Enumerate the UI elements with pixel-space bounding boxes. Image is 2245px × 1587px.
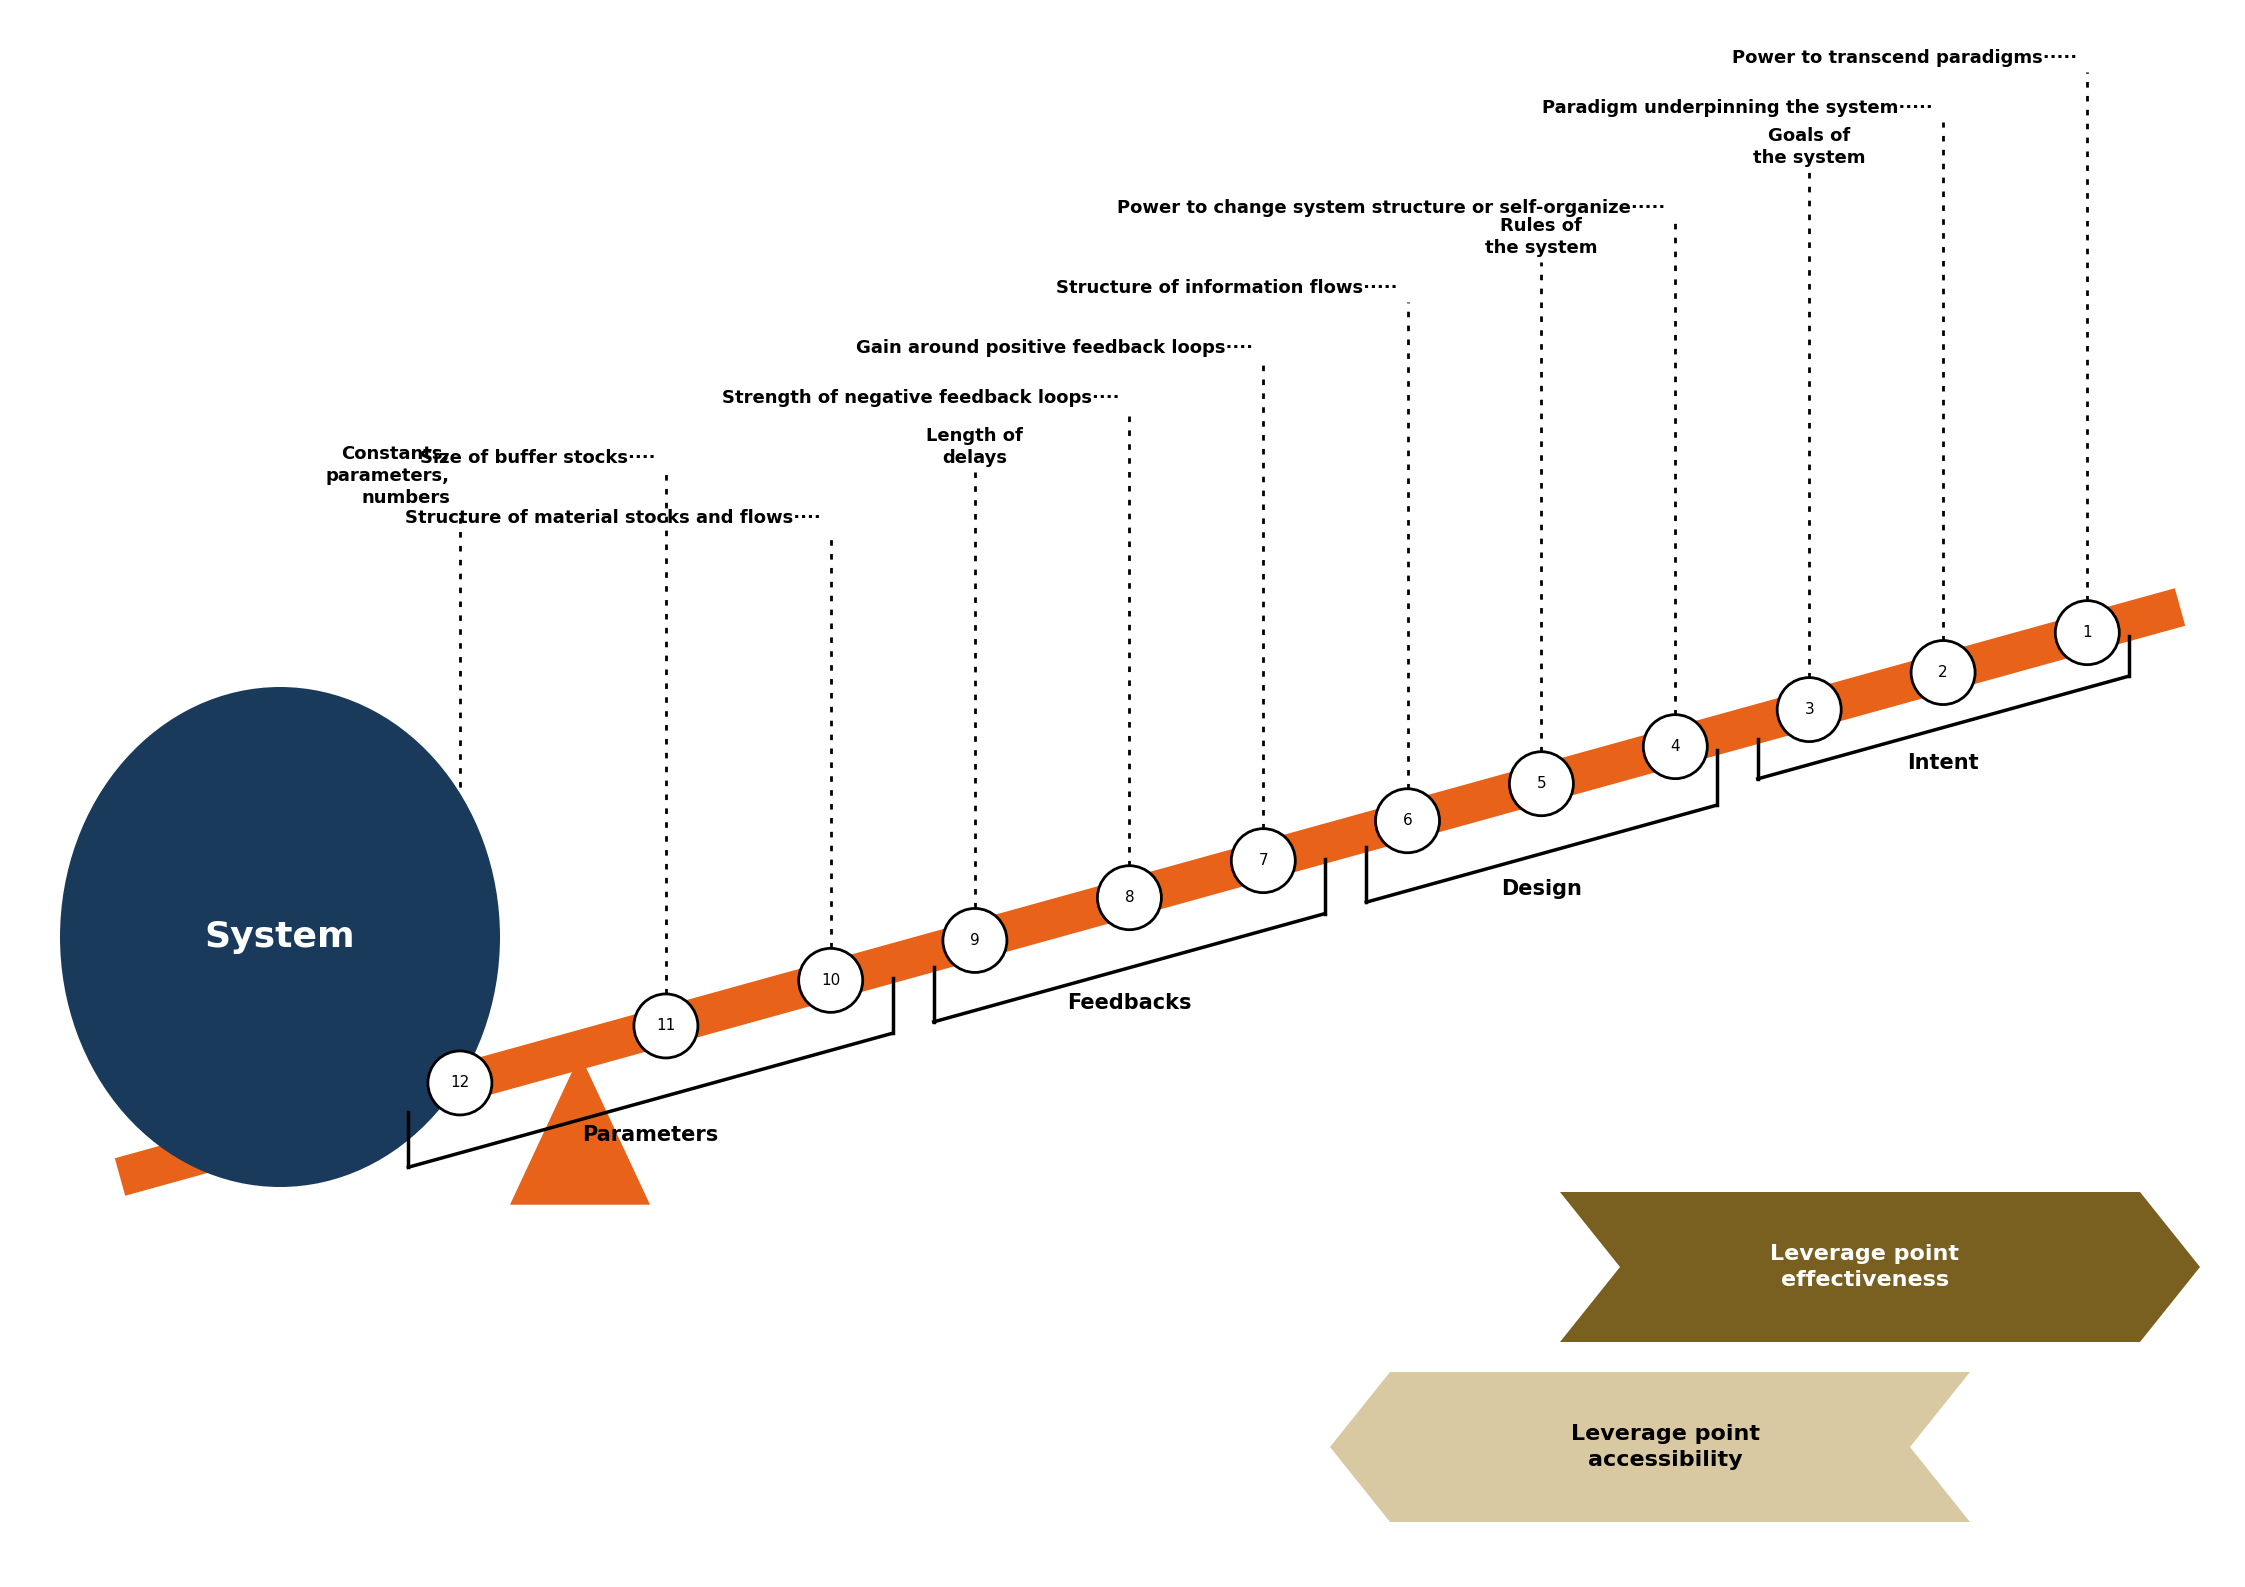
Ellipse shape xyxy=(61,687,501,1187)
Circle shape xyxy=(1098,865,1161,930)
Text: Size of buffer stocks····: Size of buffer stocks···· xyxy=(420,449,656,467)
Text: Rules of
the system: Rules of the system xyxy=(1486,217,1598,257)
Text: 10: 10 xyxy=(822,973,840,987)
Text: Structure of information flows·····: Structure of information flows····· xyxy=(1055,279,1396,297)
Text: 11: 11 xyxy=(656,1019,676,1033)
Text: Structure of material stocks and flows····: Structure of material stocks and flows··… xyxy=(404,509,822,527)
Circle shape xyxy=(2056,600,2119,665)
Text: Leverage point
effectiveness: Leverage point effectiveness xyxy=(1771,1244,1960,1290)
Text: Feedbacks: Feedbacks xyxy=(1066,993,1192,1013)
Text: 9: 9 xyxy=(970,933,979,947)
Polygon shape xyxy=(1329,1373,1971,1522)
Text: Strength of negative feedback loops····: Strength of negative feedback loops···· xyxy=(723,389,1120,406)
Text: 8: 8 xyxy=(1125,890,1134,905)
Circle shape xyxy=(943,908,1008,973)
Text: 12: 12 xyxy=(451,1076,469,1090)
Text: 7: 7 xyxy=(1259,854,1268,868)
Text: Length of
delays: Length of delays xyxy=(927,427,1024,467)
Text: 3: 3 xyxy=(1805,701,1814,717)
Circle shape xyxy=(1230,828,1295,892)
Text: Parameters: Parameters xyxy=(581,1125,718,1146)
Text: Constants,
parameters,
numbers: Constants, parameters, numbers xyxy=(326,444,449,506)
Text: Leverage point
accessibility: Leverage point accessibility xyxy=(1572,1424,1760,1470)
Circle shape xyxy=(799,949,862,1013)
Text: 6: 6 xyxy=(1403,813,1412,828)
Text: Power to change system structure or self-organize·····: Power to change system structure or self… xyxy=(1118,198,1666,217)
Text: 5: 5 xyxy=(1536,776,1547,792)
Circle shape xyxy=(1509,752,1574,816)
Text: Design: Design xyxy=(1502,879,1583,898)
Text: 4: 4 xyxy=(1670,740,1679,754)
Circle shape xyxy=(1376,789,1439,852)
Polygon shape xyxy=(510,1055,651,1205)
Text: Paradigm underpinning the system·····: Paradigm underpinning the system····· xyxy=(1542,98,1933,117)
Text: Goals of
the system: Goals of the system xyxy=(1753,127,1866,167)
Text: Gain around positive feedback loops····: Gain around positive feedback loops···· xyxy=(855,340,1253,357)
Circle shape xyxy=(633,993,698,1059)
Text: Intent: Intent xyxy=(1908,752,1978,773)
Text: Power to transcend paradigms·····: Power to transcend paradigms····· xyxy=(1733,49,2077,67)
Circle shape xyxy=(429,1051,492,1116)
Text: 1: 1 xyxy=(2083,625,2092,640)
Circle shape xyxy=(1778,678,1841,741)
Text: 2: 2 xyxy=(1937,665,1949,681)
Text: System: System xyxy=(204,920,355,954)
Circle shape xyxy=(1910,641,1976,705)
Circle shape xyxy=(1643,714,1706,779)
Polygon shape xyxy=(1560,1192,2200,1343)
